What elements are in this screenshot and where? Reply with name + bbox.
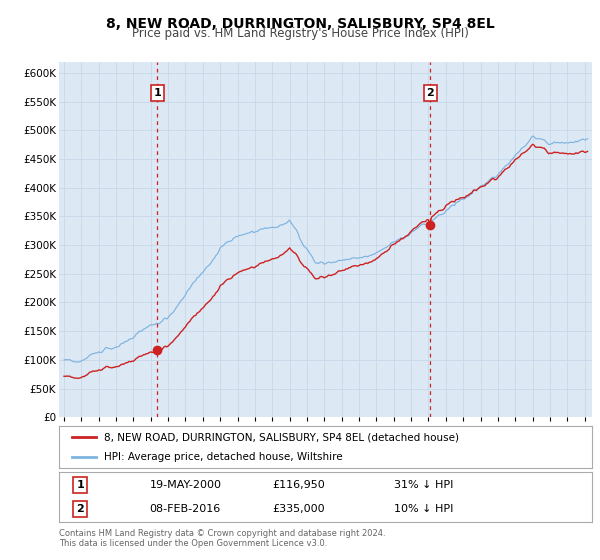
Text: £335,000: £335,000: [272, 505, 325, 514]
Text: £116,950: £116,950: [272, 480, 325, 490]
Text: 19-MAY-2000: 19-MAY-2000: [149, 480, 221, 490]
Text: 10% ↓ HPI: 10% ↓ HPI: [394, 505, 454, 514]
Text: 08-FEB-2016: 08-FEB-2016: [149, 505, 221, 514]
Text: Contains HM Land Registry data © Crown copyright and database right 2024.: Contains HM Land Registry data © Crown c…: [59, 529, 385, 538]
Text: This data is licensed under the Open Government Licence v3.0.: This data is licensed under the Open Gov…: [59, 539, 327, 548]
Text: 1: 1: [76, 480, 84, 490]
Text: Price paid vs. HM Land Registry's House Price Index (HPI): Price paid vs. HM Land Registry's House …: [131, 27, 469, 40]
Text: 2: 2: [427, 88, 434, 98]
Text: 8, NEW ROAD, DURRINGTON, SALISBURY, SP4 8EL (detached house): 8, NEW ROAD, DURRINGTON, SALISBURY, SP4 …: [104, 432, 459, 442]
Text: 8, NEW ROAD, DURRINGTON, SALISBURY, SP4 8EL: 8, NEW ROAD, DURRINGTON, SALISBURY, SP4 …: [106, 17, 494, 31]
Text: 2: 2: [76, 505, 84, 514]
Text: 1: 1: [154, 88, 161, 98]
Text: 31% ↓ HPI: 31% ↓ HPI: [394, 480, 454, 490]
Text: HPI: Average price, detached house, Wiltshire: HPI: Average price, detached house, Wilt…: [104, 452, 343, 462]
